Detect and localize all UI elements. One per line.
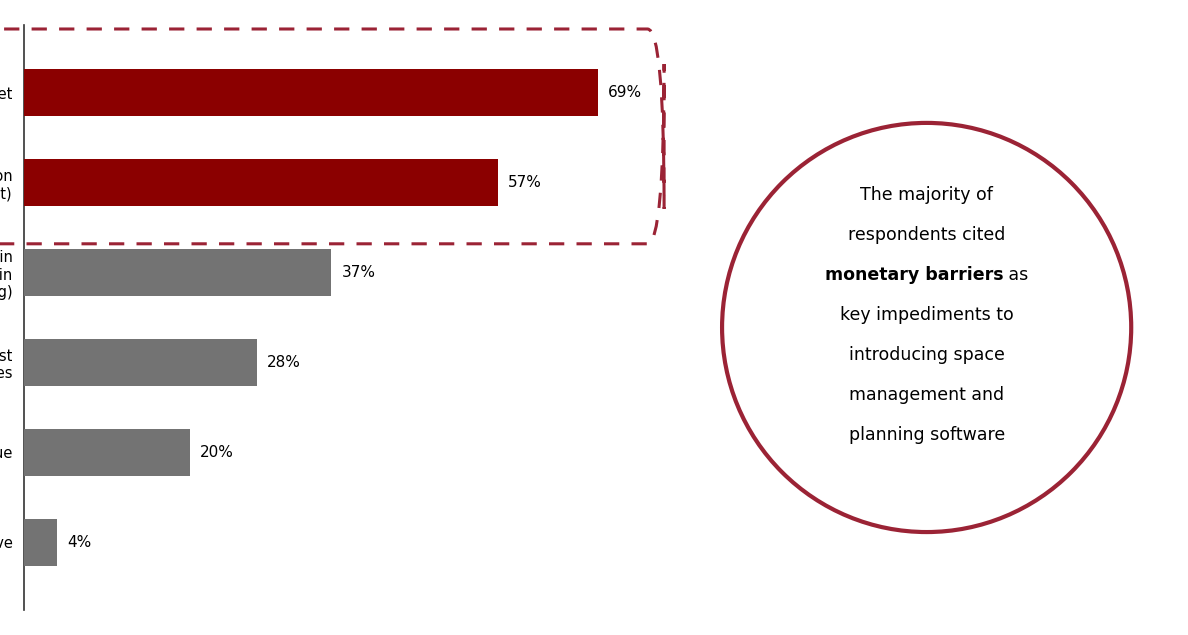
Ellipse shape [722, 123, 1131, 532]
Text: management and: management and [849, 386, 1004, 404]
Bar [24, 519, 57, 566]
Text: monetary barriers: monetary barriers [824, 266, 1004, 284]
Bar [24, 339, 257, 386]
Text: The majority of: The majority of [860, 186, 993, 204]
Text: 4%: 4% [67, 535, 91, 550]
Bar [24, 249, 331, 296]
Text: respondents cited: respondents cited [848, 226, 1005, 244]
Text: key impediments to: key impediments to [840, 306, 1013, 324]
Text: 20%: 20% [200, 444, 234, 460]
Bar [24, 429, 190, 476]
Text: 57%: 57% [507, 175, 542, 190]
Text: planning software: planning software [848, 425, 1005, 444]
Text: as: as [1004, 266, 1029, 284]
Bar [24, 69, 598, 116]
Text: 28%: 28% [266, 355, 301, 370]
Bar [24, 159, 498, 206]
Text: 37%: 37% [341, 265, 375, 280]
Text: introducing space: introducing space [848, 346, 1005, 364]
Text: 69%: 69% [607, 85, 642, 100]
